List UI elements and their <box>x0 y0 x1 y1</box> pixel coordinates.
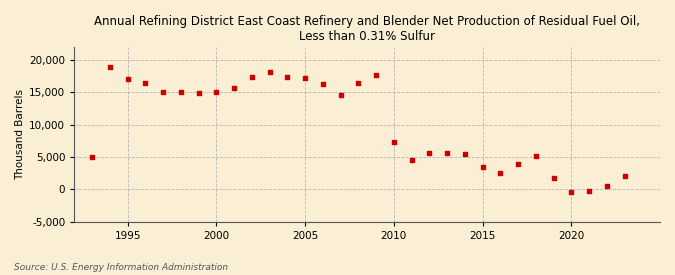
Point <box>441 151 452 155</box>
Point <box>246 75 257 79</box>
Title: Annual Refining District East Coast Refinery and Blender Net Production of Resid: Annual Refining District East Coast Refi… <box>94 15 640 43</box>
Point <box>300 76 310 80</box>
Point <box>86 155 97 159</box>
Point <box>158 90 169 94</box>
Point <box>548 176 559 181</box>
Point <box>229 86 240 90</box>
Point <box>531 154 541 159</box>
Point <box>317 82 328 86</box>
Point <box>371 73 381 77</box>
Point <box>584 189 595 194</box>
Point <box>566 190 576 194</box>
Point <box>193 91 204 95</box>
Point <box>619 174 630 178</box>
Point <box>122 76 133 81</box>
Point <box>495 171 506 175</box>
Text: Source: U.S. Energy Information Administration: Source: U.S. Energy Information Administ… <box>14 263 227 272</box>
Point <box>353 81 364 86</box>
Y-axis label: Thousand Barrels: Thousand Barrels <box>15 89 25 180</box>
Point <box>335 93 346 98</box>
Point <box>211 89 221 94</box>
Point <box>406 157 417 162</box>
Point <box>282 75 293 79</box>
Point <box>105 65 115 69</box>
Point <box>460 152 470 156</box>
Point <box>140 80 151 85</box>
Point <box>176 90 186 94</box>
Point <box>388 140 399 144</box>
Point <box>601 184 612 188</box>
Point <box>424 151 435 155</box>
Point <box>477 164 488 169</box>
Point <box>512 162 523 166</box>
Point <box>264 69 275 74</box>
